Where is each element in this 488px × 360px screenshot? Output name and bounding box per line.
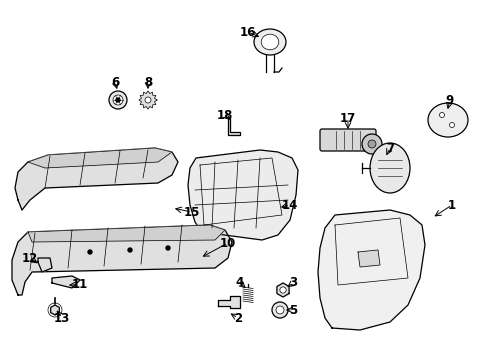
Text: 10: 10 xyxy=(220,237,236,249)
Polygon shape xyxy=(317,210,424,330)
Text: 15: 15 xyxy=(183,206,200,219)
Polygon shape xyxy=(276,283,288,297)
Circle shape xyxy=(88,250,92,254)
Circle shape xyxy=(145,97,151,103)
Polygon shape xyxy=(52,276,80,288)
Polygon shape xyxy=(28,148,172,168)
Ellipse shape xyxy=(427,103,467,137)
Text: 3: 3 xyxy=(288,276,296,289)
Ellipse shape xyxy=(261,34,278,50)
Polygon shape xyxy=(12,225,231,295)
Polygon shape xyxy=(28,225,224,242)
Text: 9: 9 xyxy=(445,94,453,107)
Polygon shape xyxy=(15,148,178,210)
Circle shape xyxy=(367,140,375,148)
FancyBboxPatch shape xyxy=(319,129,375,151)
Circle shape xyxy=(109,91,127,109)
Text: 13: 13 xyxy=(54,311,70,324)
Polygon shape xyxy=(227,118,240,135)
Ellipse shape xyxy=(369,143,409,193)
Circle shape xyxy=(279,287,285,293)
Text: 8: 8 xyxy=(143,76,152,89)
Text: 18: 18 xyxy=(216,108,233,122)
Circle shape xyxy=(448,122,453,127)
Circle shape xyxy=(361,134,381,154)
Polygon shape xyxy=(139,91,157,109)
Polygon shape xyxy=(218,296,240,308)
Text: 16: 16 xyxy=(239,26,256,39)
Circle shape xyxy=(116,98,120,102)
Circle shape xyxy=(128,248,132,252)
Text: 5: 5 xyxy=(288,303,297,316)
Text: 14: 14 xyxy=(281,198,298,212)
Polygon shape xyxy=(187,150,297,240)
Text: 17: 17 xyxy=(339,112,355,125)
Text: 1: 1 xyxy=(447,198,455,212)
Circle shape xyxy=(275,306,284,314)
Text: 4: 4 xyxy=(235,276,244,289)
Text: 6: 6 xyxy=(111,76,119,89)
Circle shape xyxy=(113,95,123,105)
Circle shape xyxy=(271,302,287,318)
Text: 7: 7 xyxy=(385,141,393,154)
Text: 11: 11 xyxy=(72,279,88,292)
Polygon shape xyxy=(38,258,52,272)
Text: 12: 12 xyxy=(22,252,38,265)
Circle shape xyxy=(165,246,170,250)
Polygon shape xyxy=(51,305,59,315)
Polygon shape xyxy=(357,250,379,267)
Ellipse shape xyxy=(253,29,285,55)
Circle shape xyxy=(439,113,444,117)
Text: 2: 2 xyxy=(233,311,242,324)
